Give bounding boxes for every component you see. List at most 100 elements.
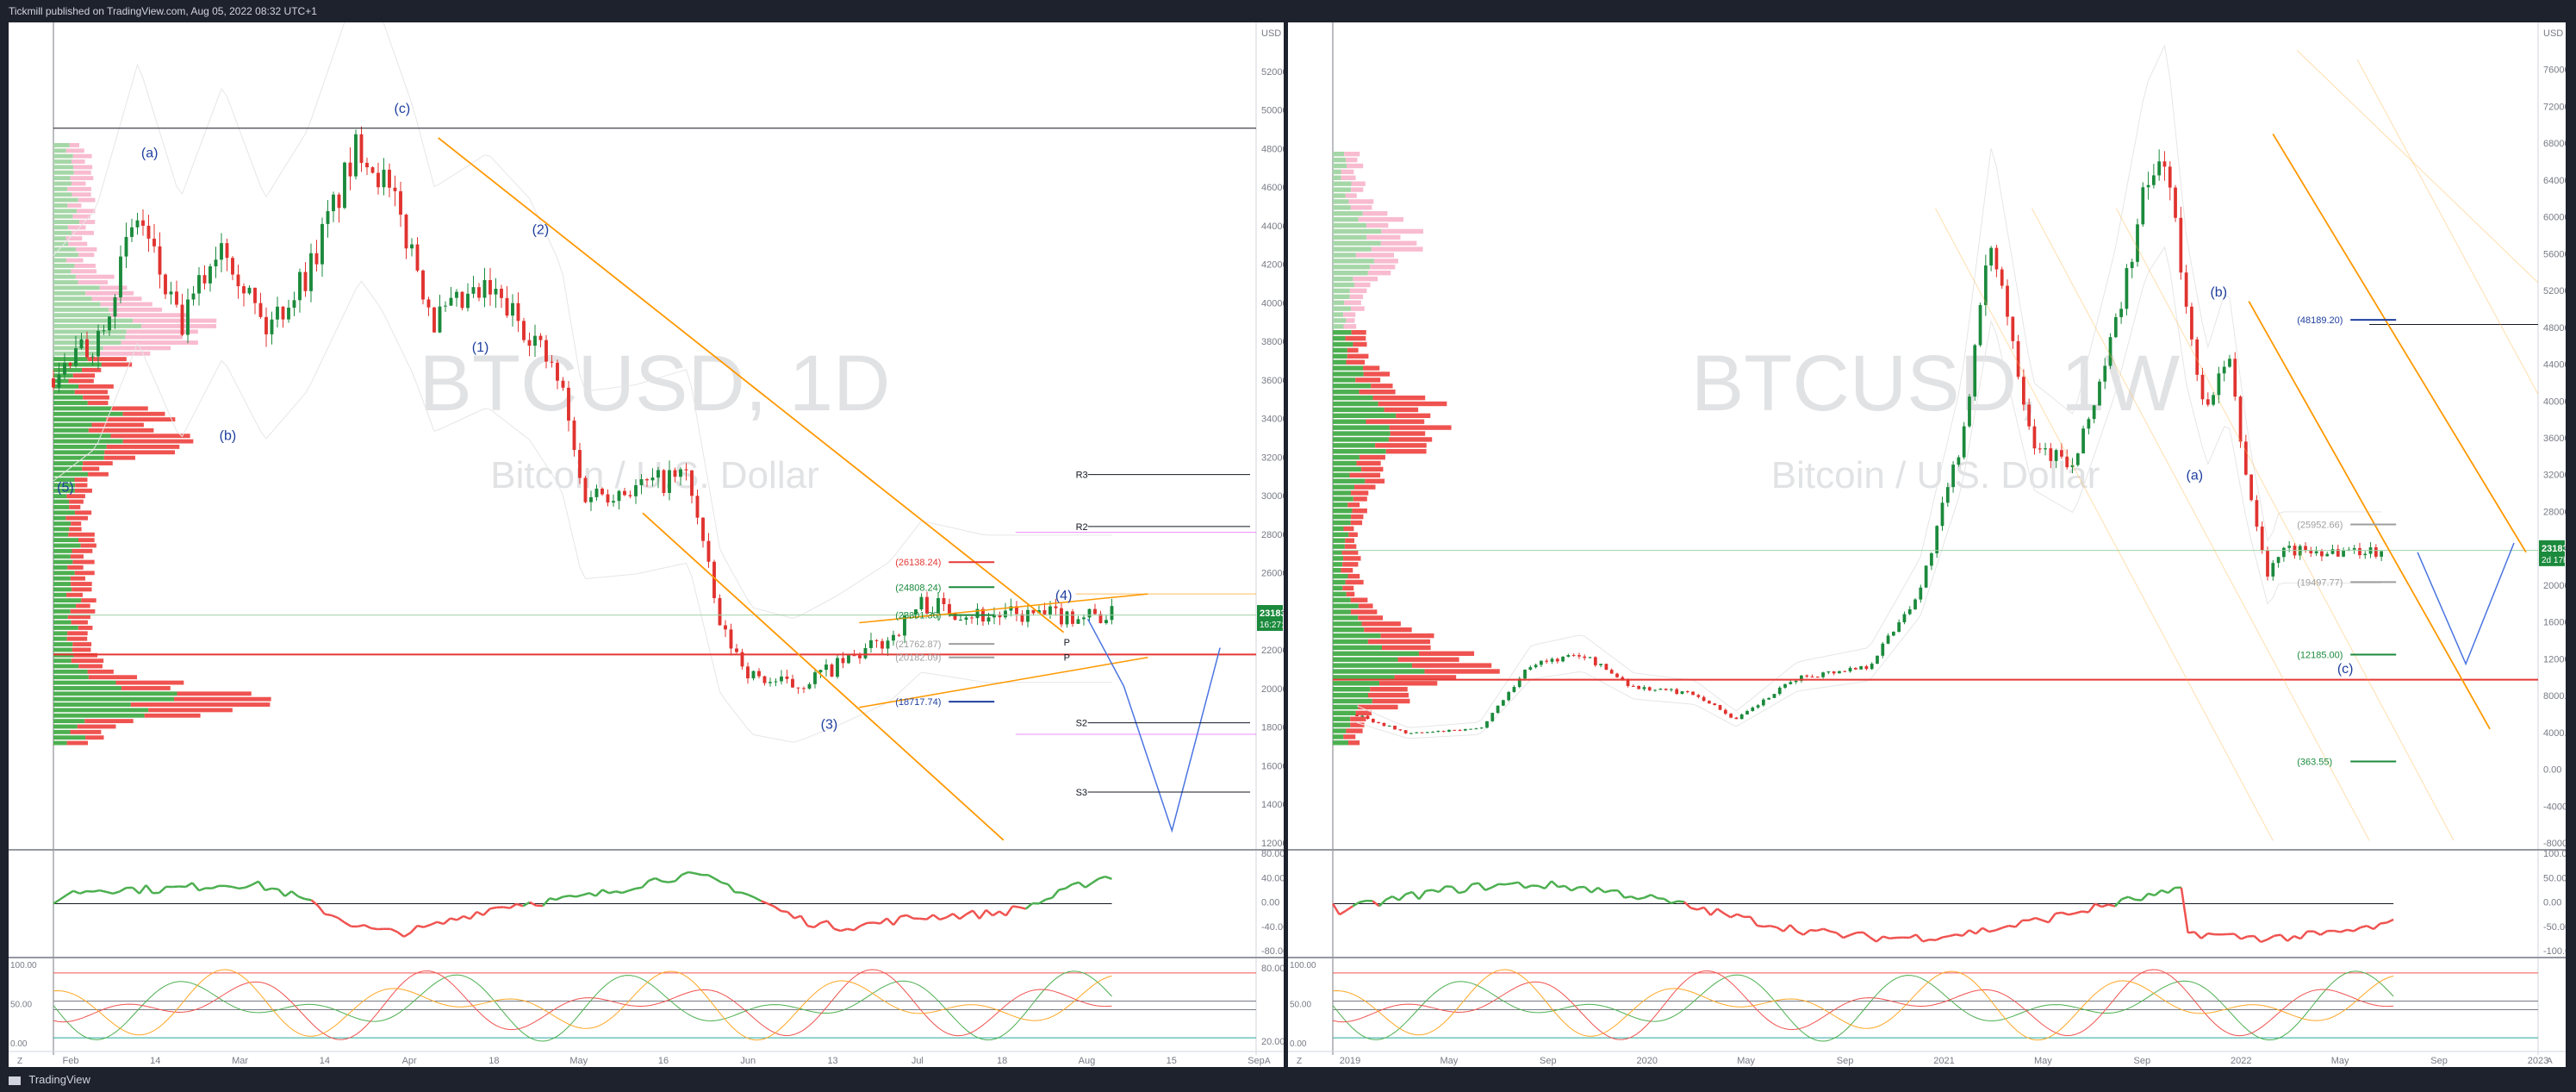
volume-profile-sell-bar xyxy=(78,538,95,543)
volume-profile-sell-bar xyxy=(1343,526,1354,532)
candle-body xyxy=(1729,714,1733,718)
volume-profile-buy-bar xyxy=(1333,460,1357,466)
volume-profile-sell-bar xyxy=(1380,240,1417,246)
volume-profile-buy-bar xyxy=(53,582,72,586)
volume-profile-sell-bar xyxy=(73,165,93,170)
volume-profile-sell-bar xyxy=(1345,193,1357,198)
candle-body xyxy=(197,275,201,294)
rsi-segment xyxy=(1789,924,1798,933)
volume-profile-buy-bar xyxy=(53,576,71,581)
rsi-segment xyxy=(1098,875,1106,880)
volume-profile-sell-bar xyxy=(88,471,109,477)
candle-body xyxy=(135,220,140,228)
candle-body xyxy=(370,167,375,173)
daily-chart-svg[interactable]: BTCUSD, 1D Bitcoin / U.S. Dollar USD 52000.… xyxy=(9,22,1284,1067)
candle-body xyxy=(594,488,599,497)
rsi-segment xyxy=(1517,881,1526,889)
footer-bar: TradingView xyxy=(0,1067,2576,1092)
candle-body xyxy=(1978,304,1982,346)
volume-profile-buy-bar xyxy=(53,362,102,367)
weekly-chart-svg[interactable]: BTCUSD, 1W Bitcoin / U.S. Dollar USD 76000.… xyxy=(1288,22,2566,1067)
volume-profile-buy-bar xyxy=(53,148,66,153)
rsi-segment xyxy=(1802,929,1811,936)
rsi-segment xyxy=(304,897,312,902)
candle-body xyxy=(90,356,95,358)
volume-profile-buy-bar xyxy=(53,559,73,565)
candle-body xyxy=(1843,671,1847,672)
volume-profile-buy-bar xyxy=(1333,591,1347,596)
price-tick-label: 12000.00 xyxy=(1261,839,1284,849)
volume-profile-sell-bar xyxy=(1354,282,1371,288)
volume-profile-buy-bar xyxy=(1333,282,1355,288)
candle-body xyxy=(1664,689,1668,690)
candle-body xyxy=(1777,687,1782,695)
candle-body xyxy=(774,681,778,683)
rsi-segment xyxy=(2008,924,2016,928)
candle-body xyxy=(724,625,727,630)
volume-profile-buy-bar xyxy=(1333,425,1390,430)
chart-background xyxy=(9,22,1284,1067)
volume-profile-buy-bar xyxy=(1333,341,1353,347)
rsi-segment xyxy=(2233,933,2242,940)
volume-profile-sell-bar xyxy=(121,686,171,690)
weekly-chart-panel[interactable]: BTCUSD, 1W Bitcoin / U.S. Dollar USD 76000.… xyxy=(1288,22,2566,1067)
candle-body xyxy=(186,299,190,335)
last-price-tag xyxy=(2539,540,2565,566)
volume-profile-sell-bar xyxy=(177,691,252,696)
rsi-segment xyxy=(1484,886,1493,891)
candle-body xyxy=(180,304,184,335)
candle-body xyxy=(1604,664,1608,671)
volume-profile-sell-bar xyxy=(1347,347,1359,353)
volume-profile-sell-bar xyxy=(1347,502,1360,508)
candle-body xyxy=(298,271,302,301)
candle-body xyxy=(612,501,615,503)
candle-body xyxy=(415,244,420,271)
stoch-left-axis-label: 0.00 xyxy=(10,1039,28,1049)
daily-chart-panel[interactable]: BTCUSD, 1D Bitcoin / U.S. Dollar USD 52000.… xyxy=(9,22,1284,1067)
price-tick-label: 44000.00 xyxy=(1261,222,1284,232)
candle-body xyxy=(645,478,649,481)
volume-profile-sell-bar xyxy=(1341,169,1354,175)
rsi-segment xyxy=(310,899,319,907)
volume-profile-buy-bar xyxy=(53,658,72,664)
rsi-segment xyxy=(905,914,914,920)
volume-profile-sell-bar xyxy=(1380,633,1434,639)
volume-profile-buy-bar xyxy=(53,241,69,246)
price-tick-label: 34000.00 xyxy=(1261,415,1284,425)
rsi-segment xyxy=(648,877,656,882)
wedge-lower-line xyxy=(859,657,1148,708)
rsi-axis-label: 40.00 xyxy=(1261,873,1284,883)
rsi-segment xyxy=(1796,930,1804,936)
candle-body xyxy=(1098,614,1103,623)
volume-profile-sell-bar xyxy=(133,318,217,323)
volume-profile-sell-bar xyxy=(1424,669,1500,674)
volume-profile-buy-bar xyxy=(1333,222,1367,228)
volume-profile-sell-bar xyxy=(1370,687,1408,692)
candle-body xyxy=(639,478,644,485)
volume-profile-sell-bar xyxy=(1349,288,1367,294)
volume-profile-buy-bar xyxy=(1333,615,1359,621)
candle-body xyxy=(2380,551,2384,557)
volume-profile-buy-bar xyxy=(53,445,107,449)
volume-profile-sell-bar xyxy=(1358,216,1404,222)
rsi-segment xyxy=(1024,902,1034,910)
volume-profile-sell-bar xyxy=(74,264,96,268)
volume-profile-sell-bar xyxy=(65,236,83,241)
candle-body xyxy=(914,608,918,615)
rsi-segment xyxy=(1352,901,1360,908)
candle-body xyxy=(1935,526,1939,553)
price-tick-label: 38000.00 xyxy=(1261,337,1284,347)
volume-profile-sell-bar xyxy=(1351,490,1369,496)
price-tick-label: 12000.00 xyxy=(2543,654,2566,665)
candle-body xyxy=(1761,699,1765,706)
candle-body xyxy=(1037,610,1041,614)
rsi-segment xyxy=(2200,933,2209,939)
rsi-segment xyxy=(59,894,68,901)
rsi-segment xyxy=(662,880,669,883)
candle-body xyxy=(2363,553,2368,556)
rsi-segment xyxy=(1584,886,1592,894)
time-tick-label: Sep xyxy=(1248,1056,1265,1066)
volume-profile-buy-bar xyxy=(53,246,77,252)
rsi-segment xyxy=(1464,883,1473,893)
volume-profile-sell-bar xyxy=(76,246,97,252)
